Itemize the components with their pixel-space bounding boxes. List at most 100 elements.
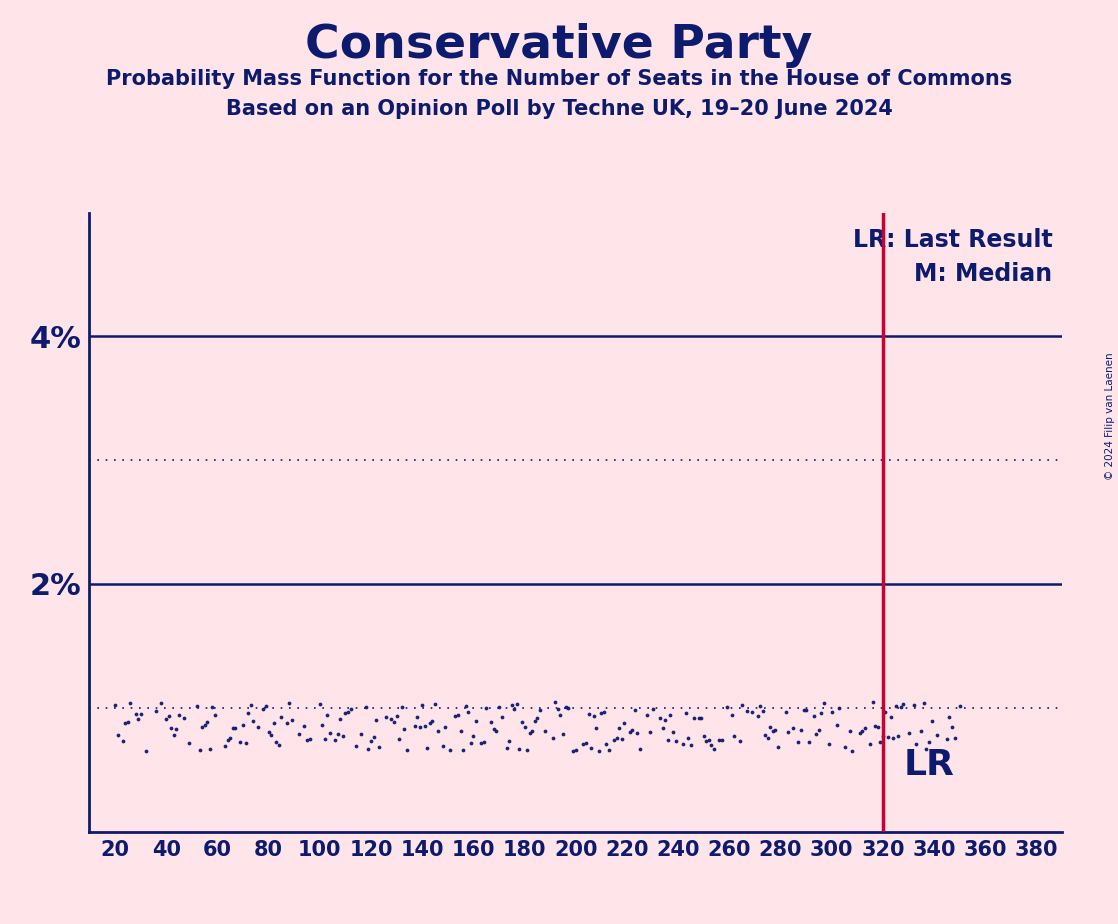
Point [915, 696, 932, 711]
Point [912, 723, 930, 738]
Point [799, 735, 817, 749]
Point [362, 734, 380, 748]
Point [664, 724, 682, 739]
Point [158, 711, 176, 726]
Point [352, 727, 370, 742]
Point [490, 700, 508, 715]
Point [259, 724, 277, 739]
Point [547, 695, 565, 710]
Point [690, 711, 708, 725]
Point [511, 741, 529, 756]
Point [321, 725, 339, 740]
Point [628, 725, 646, 740]
Point [239, 706, 257, 721]
Point [126, 707, 144, 722]
Point [515, 720, 533, 735]
Point [219, 733, 237, 748]
Point [283, 712, 301, 727]
Point [608, 731, 626, 746]
Point [680, 731, 698, 746]
Point [406, 718, 424, 733]
Point [160, 708, 178, 723]
Point [922, 713, 940, 728]
Point [408, 710, 426, 724]
Point [428, 723, 446, 738]
Point [390, 731, 408, 746]
Point [769, 740, 787, 755]
Point [398, 743, 416, 758]
Point [418, 740, 436, 755]
Point [337, 706, 354, 721]
Point [551, 708, 569, 723]
Point [525, 714, 543, 729]
Point [265, 715, 283, 730]
Point [718, 699, 736, 714]
Text: Conservative Party: Conservative Party [305, 23, 813, 68]
Point [493, 710, 511, 724]
Point [269, 737, 287, 752]
Point [694, 729, 712, 744]
Point [231, 735, 249, 749]
Text: Based on an Opinion Poll by Techne UK, 19–20 June 2024: Based on an Opinion Poll by Techne UK, 1… [226, 99, 892, 119]
Point [712, 733, 730, 748]
Point [626, 702, 644, 717]
Point [221, 731, 239, 746]
Point [237, 736, 255, 750]
Point [928, 728, 946, 743]
Point [224, 721, 241, 736]
Point [595, 704, 613, 719]
Point [388, 709, 406, 723]
Point [759, 731, 777, 746]
Point [523, 723, 541, 738]
Point [277, 715, 295, 730]
Point [871, 735, 889, 749]
Point [122, 696, 140, 711]
Point [378, 710, 396, 724]
Point [249, 720, 267, 735]
Point [434, 739, 452, 754]
Point [416, 718, 434, 733]
Point [877, 704, 894, 719]
Point [291, 726, 309, 741]
Point [644, 702, 662, 717]
Point [754, 704, 771, 719]
Point [853, 724, 871, 739]
Point [543, 731, 561, 746]
Point [864, 694, 882, 709]
Point [797, 703, 815, 718]
Point [631, 742, 648, 757]
Point [170, 708, 188, 723]
Point [426, 697, 444, 711]
Point [731, 734, 749, 748]
Point [733, 698, 751, 712]
Point [106, 698, 124, 712]
Point [241, 698, 259, 712]
Point [176, 711, 193, 725]
Point [700, 733, 718, 748]
Text: M: Median: M: Median [915, 262, 1052, 286]
Point [610, 721, 628, 736]
Point [136, 743, 154, 758]
Point [743, 704, 761, 719]
Point [370, 739, 388, 754]
Point [894, 697, 912, 711]
Point [751, 699, 769, 713]
Point [809, 723, 827, 737]
Point [946, 731, 964, 746]
Point [590, 743, 608, 758]
Point [196, 718, 214, 733]
Point [482, 715, 500, 730]
Point [188, 699, 206, 713]
Point [116, 715, 134, 730]
Point [193, 720, 211, 735]
Point [662, 708, 680, 723]
Point [557, 700, 575, 715]
Point [129, 711, 146, 726]
Point [807, 726, 825, 741]
Point [821, 737, 838, 752]
Point [593, 705, 610, 720]
Point [587, 721, 605, 736]
Point [869, 719, 887, 734]
Point [339, 705, 357, 720]
Point [459, 705, 477, 720]
